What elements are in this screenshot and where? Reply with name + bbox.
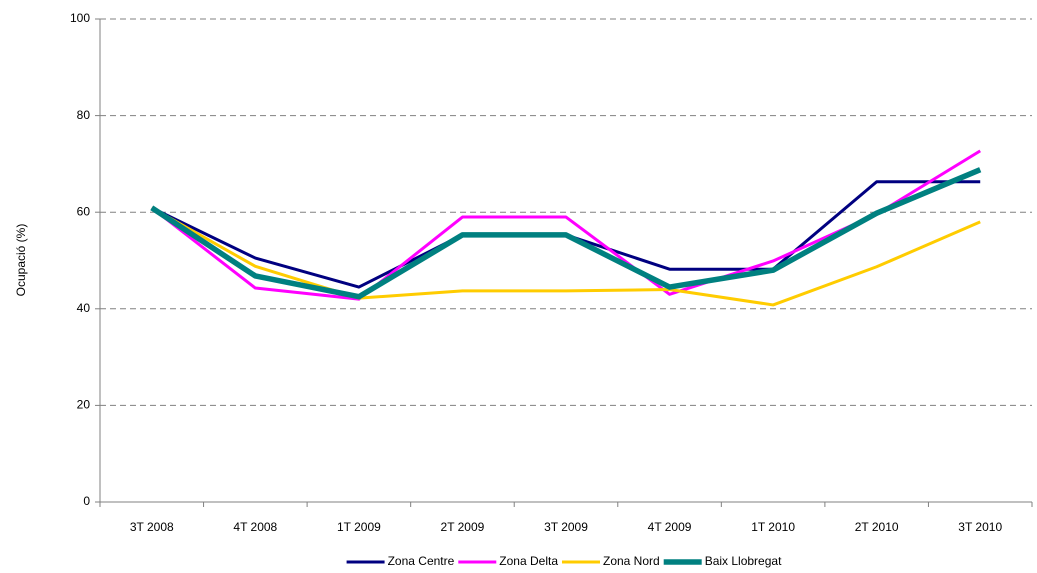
- x-tick-label: 3T 2009: [544, 520, 588, 534]
- legend-item: Zona Nord: [561, 554, 660, 568]
- series-line: [151, 206, 981, 307]
- legend-item: Baix Llobregat: [663, 554, 782, 568]
- y-tick-label: 60: [77, 204, 91, 218]
- legend-item: Zona Delta: [458, 554, 558, 568]
- x-tick-label: 3T 2008: [130, 520, 174, 534]
- x-tick-label: 2T 2010: [855, 520, 899, 534]
- legend-label: Zona Nord: [603, 554, 660, 568]
- y-tick-label: 20: [77, 398, 91, 412]
- y-tick-label: 40: [77, 301, 91, 315]
- legend-label: Baix Llobregat: [705, 554, 782, 568]
- legend-label: Zona Centre: [388, 554, 455, 568]
- legend-item: Zona Centre: [346, 554, 455, 568]
- x-tick-label: 4T 2009: [648, 520, 692, 534]
- x-tick-label: 3T 2010: [958, 520, 1002, 534]
- x-tick-label: 1T 2010: [751, 520, 795, 534]
- y-tick-label: 100: [70, 11, 90, 25]
- legend-label: Zona Delta: [499, 554, 558, 568]
- y-axis-title: Ocupació (%): [14, 224, 28, 297]
- y-tick-label: 80: [77, 108, 91, 122]
- series-line: [150, 167, 982, 300]
- x-tick-label: 2T 2009: [441, 520, 485, 534]
- x-tick-label: 4T 2008: [233, 520, 277, 534]
- y-tick-label: 0: [83, 494, 90, 508]
- x-tick-label: 1T 2009: [337, 520, 381, 534]
